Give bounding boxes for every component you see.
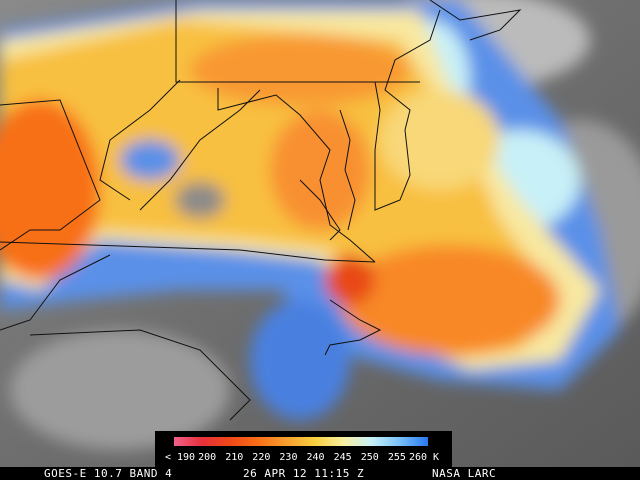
- footer-satellite: GOES-E 10.7 BAND 4: [44, 467, 172, 480]
- footer-source: NASA LARC: [432, 467, 496, 480]
- cloud-layers: [0, 0, 640, 450]
- colorbar-label: 200: [198, 452, 216, 463]
- state-borders: [0, 0, 522, 421]
- colorbar-label: 250: [361, 452, 379, 463]
- colorbar-label: 260 K: [409, 452, 439, 463]
- colorbar-label: 210: [225, 452, 243, 463]
- colorbar-gradient: [174, 437, 428, 446]
- colorbar-label: < 190: [165, 452, 195, 463]
- colorbar-label: 240: [307, 452, 325, 463]
- colorbar-label: 245: [334, 452, 352, 463]
- colorbar-label: 220: [252, 452, 270, 463]
- colorbar-labels: < 190 200 210 220 230 240 245 250 255 260 K: [165, 452, 439, 463]
- footer-bar: [0, 467, 640, 480]
- footer-time: 26 APR 12 11:15 Z: [243, 467, 364, 480]
- colorbar-label: 230: [279, 452, 297, 463]
- colorbar: < 190 200 210 220 230 240 245 250 255 260 K: [155, 431, 452, 467]
- colorbar-label: 255: [388, 452, 406, 463]
